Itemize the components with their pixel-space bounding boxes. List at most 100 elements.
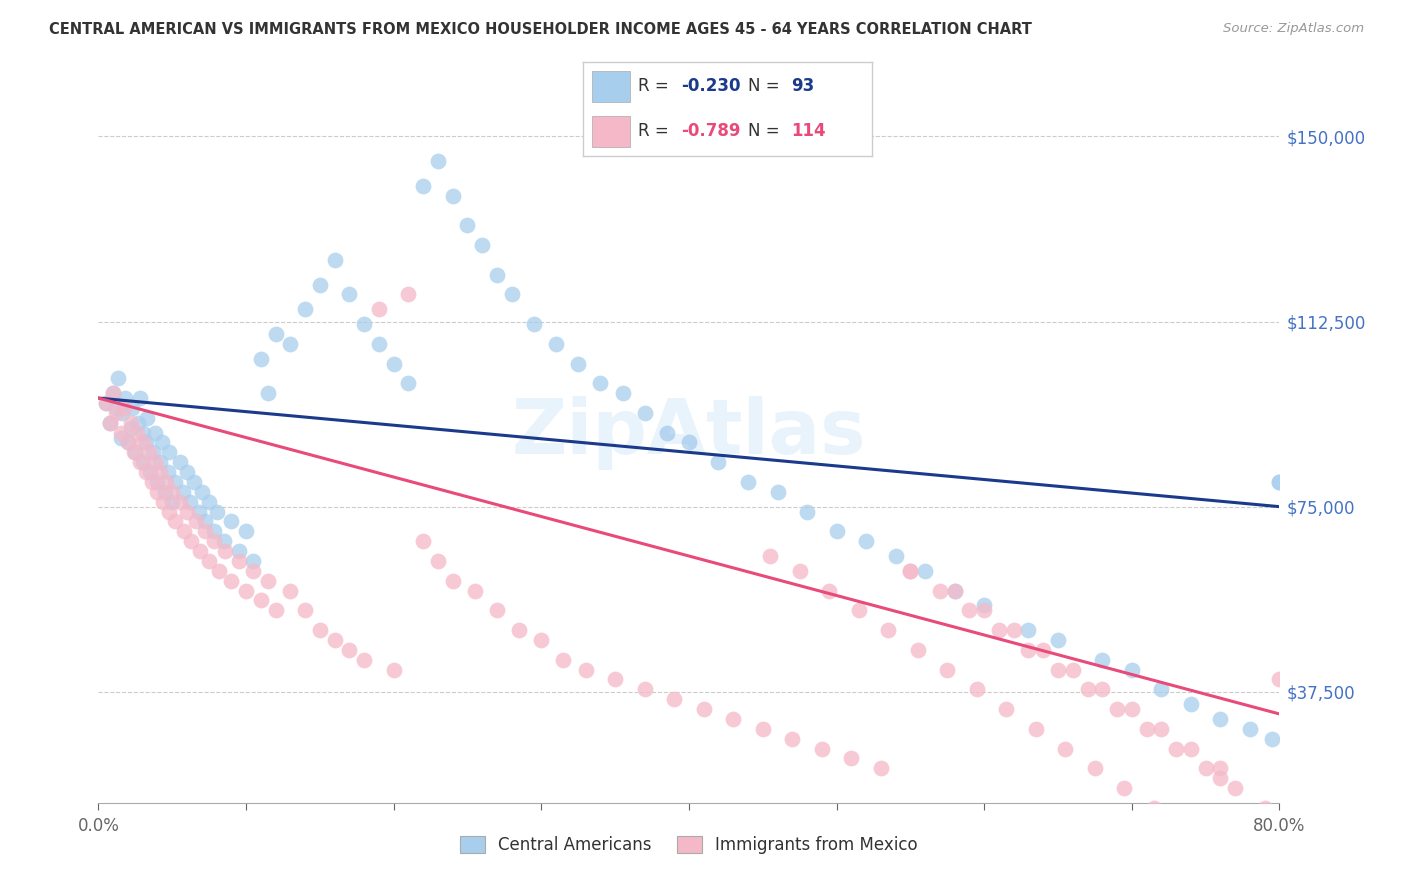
Point — [759, 549, 782, 563]
Text: 93: 93 — [792, 78, 814, 95]
Point — [98, 416, 121, 430]
Point — [907, 642, 929, 657]
Point — [280, 336, 302, 351]
Point — [575, 663, 598, 677]
Point — [235, 524, 257, 539]
Point — [176, 505, 198, 519]
Point — [111, 406, 134, 420]
Point — [242, 554, 264, 568]
Point — [294, 603, 316, 617]
Text: CENTRAL AMERICAN VS IMMIGRANTS FROM MEXICO HOUSEHOLDER INCOME AGES 45 - 64 YEARS: CENTRAL AMERICAN VS IMMIGRANTS FROM MEXI… — [49, 22, 1032, 37]
Text: N =: N = — [748, 122, 779, 140]
Point — [848, 603, 870, 617]
Point — [205, 505, 228, 519]
Point — [398, 376, 420, 391]
Point — [988, 623, 1011, 637]
Point — [486, 603, 509, 617]
Point — [202, 534, 225, 549]
Point — [132, 455, 155, 469]
Point — [120, 420, 142, 434]
Point — [1032, 642, 1054, 657]
Point — [122, 445, 145, 459]
Point — [323, 252, 346, 267]
Point — [589, 376, 612, 391]
Point — [250, 593, 273, 607]
Point — [339, 642, 361, 657]
Point — [1084, 761, 1107, 775]
Point — [257, 386, 280, 401]
Point — [900, 564, 922, 578]
Point — [179, 494, 201, 508]
Point — [162, 484, 183, 499]
Point — [162, 494, 183, 508]
Point — [1046, 632, 1070, 647]
Point — [103, 386, 125, 401]
Point — [132, 425, 155, 440]
Point — [135, 435, 157, 450]
Point — [353, 653, 375, 667]
Point — [1077, 682, 1099, 697]
Point — [789, 564, 811, 578]
Point — [173, 524, 195, 539]
Point — [398, 287, 420, 301]
Point — [546, 336, 568, 351]
Point — [841, 751, 863, 765]
Point — [257, 574, 280, 588]
Point — [1268, 673, 1291, 687]
Point — [959, 603, 981, 617]
Point — [752, 722, 775, 736]
Point — [737, 475, 759, 489]
Point — [382, 357, 405, 371]
Point — [117, 435, 139, 450]
Point — [1202, 830, 1225, 845]
Point — [149, 455, 172, 469]
Point — [112, 401, 135, 415]
Point — [143, 425, 166, 440]
Point — [149, 465, 172, 479]
Point — [1143, 801, 1166, 815]
Point — [1254, 801, 1277, 815]
Point — [353, 317, 375, 331]
Point — [870, 761, 893, 775]
Point — [124, 445, 146, 459]
Point — [165, 475, 187, 489]
Point — [486, 268, 509, 282]
Point — [553, 653, 575, 667]
Point — [309, 623, 332, 637]
Point — [877, 623, 900, 637]
Point — [128, 455, 150, 469]
Point — [169, 494, 191, 508]
Point — [221, 515, 243, 529]
Point — [523, 317, 546, 331]
Point — [810, 741, 832, 756]
Point — [1114, 780, 1136, 795]
Point — [156, 465, 179, 479]
Point — [995, 702, 1018, 716]
Point — [152, 494, 174, 508]
Point — [1195, 761, 1218, 775]
Point — [382, 663, 405, 677]
Text: N =: N = — [748, 78, 779, 95]
Point — [508, 623, 530, 637]
Point — [176, 465, 198, 479]
Point — [339, 287, 361, 301]
Point — [368, 336, 391, 351]
Point — [141, 475, 163, 489]
Point — [501, 287, 523, 301]
Point — [212, 534, 235, 549]
Point — [855, 534, 877, 549]
Point — [110, 425, 132, 440]
Point — [157, 445, 180, 459]
Point — [1180, 697, 1202, 711]
Point — [155, 475, 177, 489]
Text: ZipAtlas: ZipAtlas — [512, 396, 866, 469]
Point — [202, 524, 225, 539]
Point — [105, 401, 128, 415]
Point — [114, 391, 136, 405]
Point — [1018, 642, 1040, 657]
Point — [1091, 682, 1114, 697]
Point — [1046, 663, 1070, 677]
Point — [943, 583, 966, 598]
Point — [796, 505, 818, 519]
Point — [142, 445, 165, 459]
